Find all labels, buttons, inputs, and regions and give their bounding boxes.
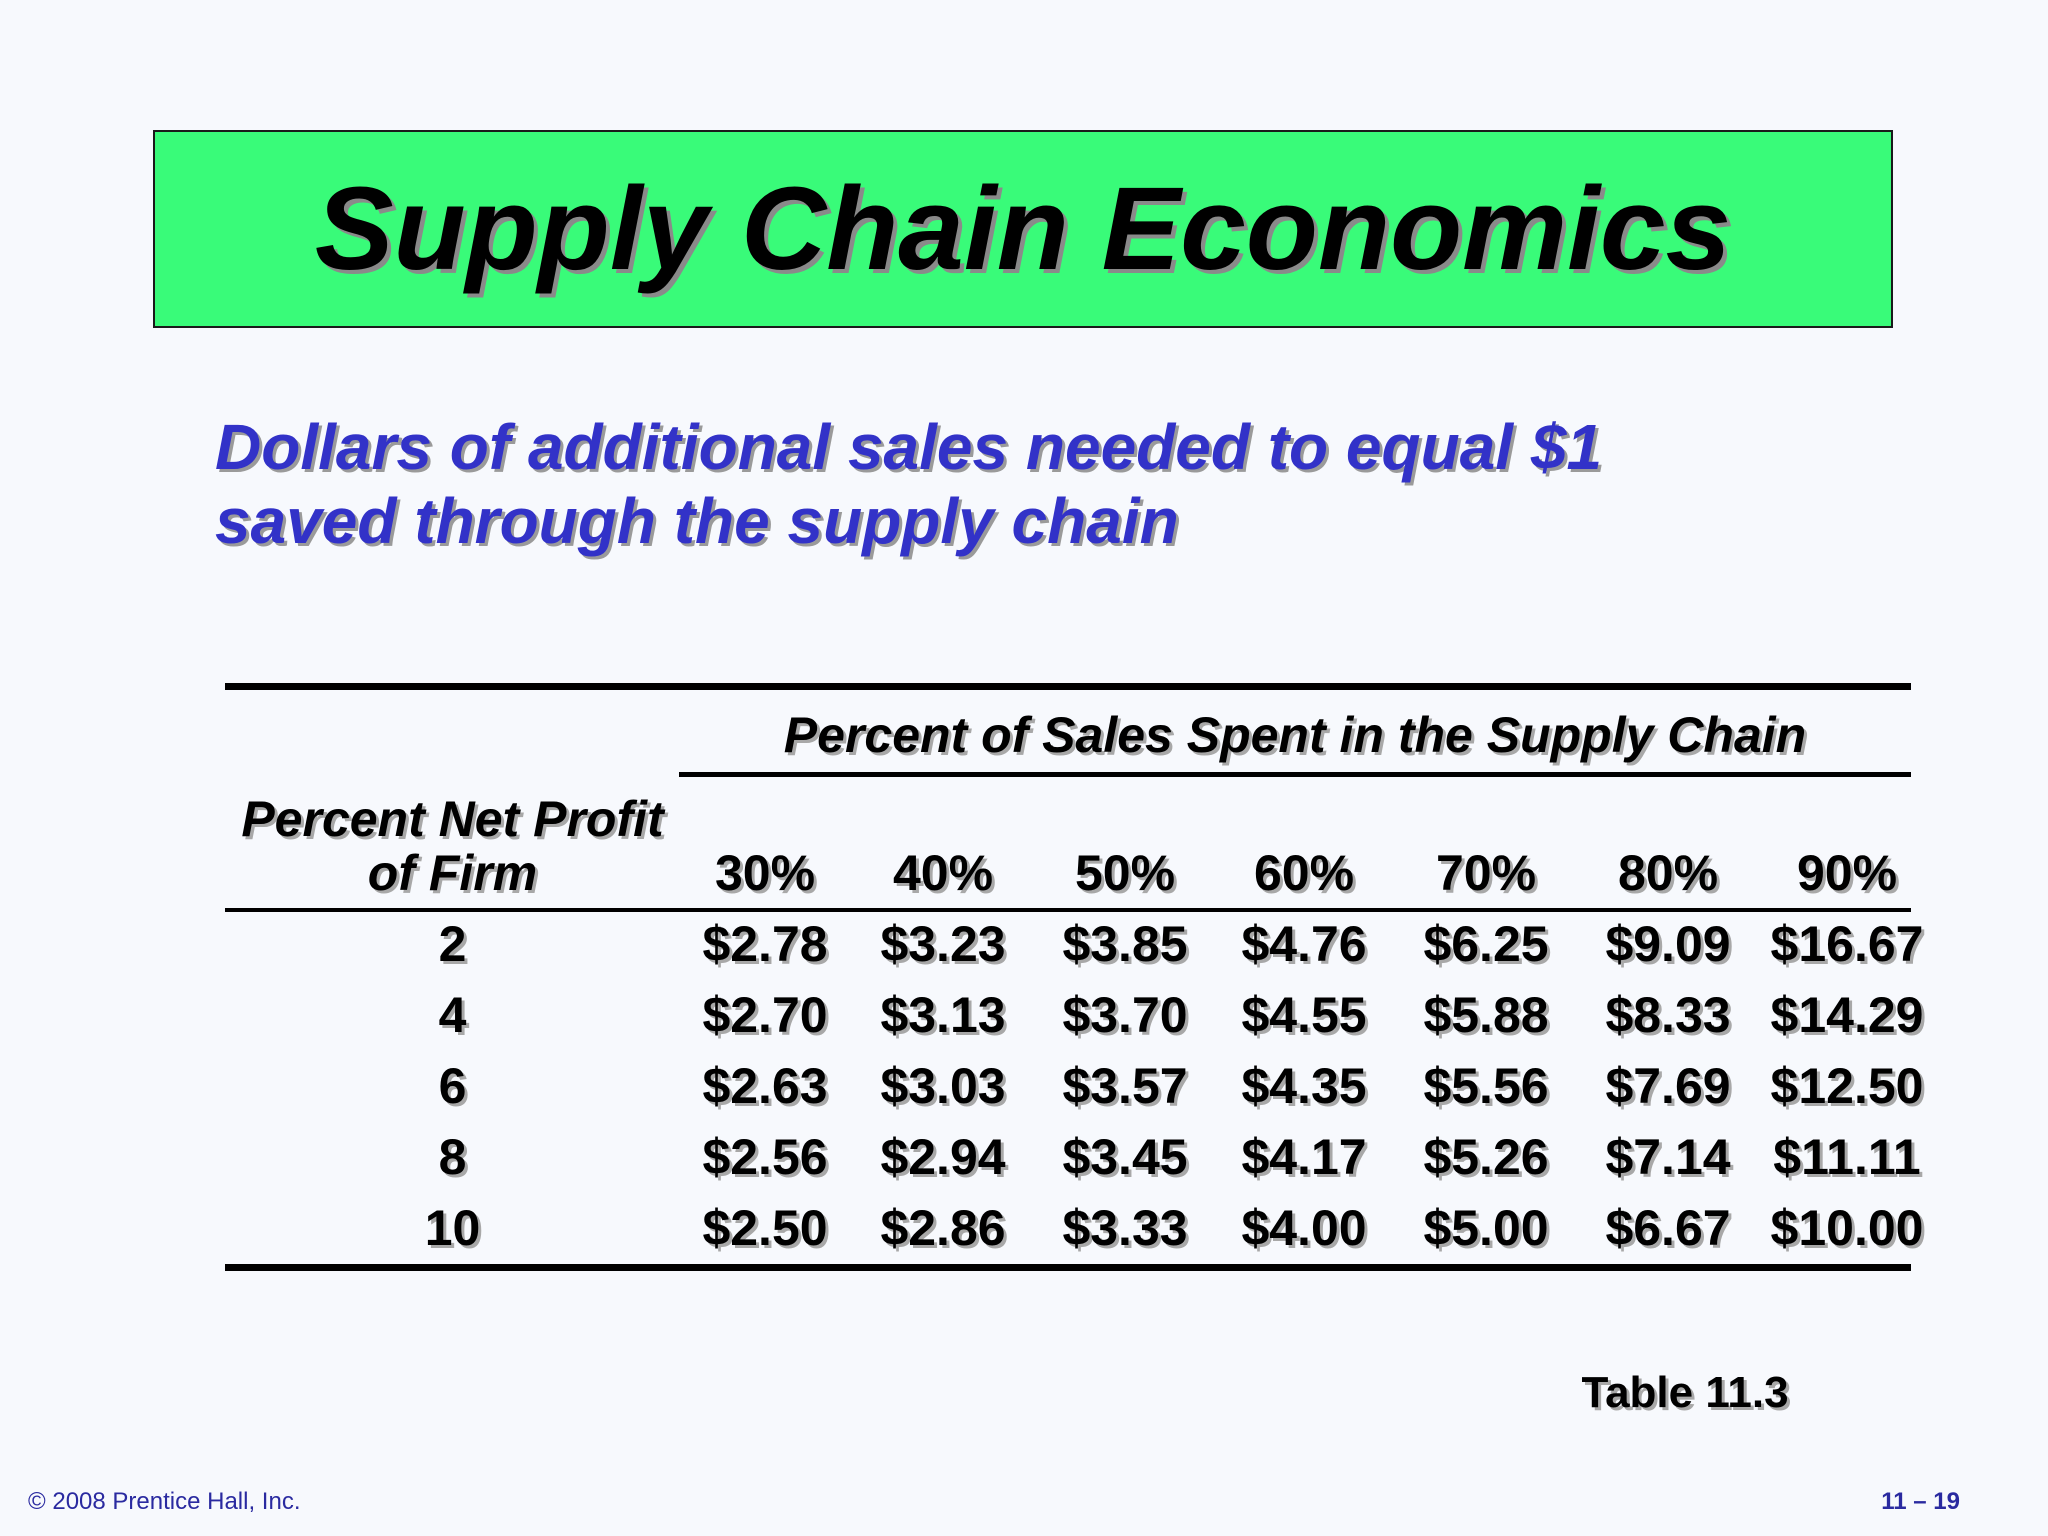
supply-chain-table: Percent of Sales Spent in the Supply Cha…: [225, 683, 1923, 1273]
column-header: 40%: [892, 845, 994, 901]
table-cell: $5.00: [1423, 1200, 1549, 1256]
table-cell: $2.78: [702, 916, 828, 972]
header-bottom-rule: [225, 908, 1911, 912]
copyright-footer: © 2008 Prentice Hall, Inc.: [28, 1488, 301, 1515]
subtitle-line-1: Dollars of additional sales needed to eq…: [215, 411, 1603, 483]
subtitle-line-2: saved through the supply chain: [215, 485, 1179, 557]
table-caption: Table 11.3: [1581, 1368, 1789, 1417]
table-cell: $12.50: [1770, 1058, 1924, 1114]
slide-subtitle: Dollars of additional sales needed to eq…: [215, 410, 1815, 558]
table-cell: $2.50: [702, 1200, 828, 1256]
row-profit: 2: [438, 916, 467, 972]
column-header: 70%: [1435, 845, 1537, 901]
column-header: 30%: [714, 845, 816, 901]
title-banner: Supply Chain Economics: [153, 130, 1893, 328]
table-cell: $2.56: [702, 1129, 828, 1185]
table-cell: $3.45: [1062, 1129, 1188, 1185]
table-cell: $5.56: [1423, 1058, 1549, 1114]
table-cell: $7.69: [1605, 1058, 1731, 1114]
table-cell: $6.25: [1423, 916, 1549, 972]
column-header: 90%: [1796, 845, 1898, 901]
slide-title: Supply Chain Economics: [314, 163, 1732, 295]
spanning-header-rule: [679, 772, 1911, 777]
page-number: 11 – 19: [1881, 1488, 1960, 1515]
table-cell: $16.67: [1770, 916, 1924, 972]
row-profit: 8: [438, 1129, 467, 1185]
table-cell: $3.70: [1062, 987, 1188, 1043]
row-profit: 4: [438, 987, 467, 1043]
table-top-rule: [225, 683, 1911, 690]
table-cell: $3.57: [1062, 1058, 1188, 1114]
table-cell: $9.09: [1605, 916, 1731, 972]
table-cell: $5.26: [1423, 1129, 1549, 1185]
table-cell: $14.29: [1770, 987, 1924, 1043]
table-cell: $3.13: [880, 987, 1006, 1043]
table-cell: $10.00: [1770, 1200, 1924, 1256]
column-header: 50%: [1074, 845, 1176, 901]
table-cell: $4.00: [1241, 1200, 1367, 1256]
table-cell: $4.76: [1241, 916, 1367, 972]
row-profit: 6: [438, 1058, 467, 1114]
table-cell: $6.67: [1605, 1200, 1731, 1256]
table-cell: $4.55: [1241, 987, 1367, 1043]
table-bottom-rule: [225, 1264, 1911, 1271]
column-header: 60%: [1253, 845, 1355, 901]
spanning-header: Percent of Sales Spent in the Supply Cha…: [783, 707, 1807, 763]
row-header-line-1: Percent Net Profit: [241, 791, 664, 847]
table-cell: $4.35: [1241, 1058, 1367, 1114]
column-header: 80%: [1617, 845, 1719, 901]
row-profit: 10: [424, 1200, 481, 1256]
table-cell: $2.63: [702, 1058, 828, 1114]
table-cell: $5.88: [1423, 987, 1549, 1043]
row-header-line-2: of Firm: [367, 845, 538, 901]
table-cell: $3.23: [880, 916, 1006, 972]
table-cell: $4.17: [1241, 1129, 1367, 1185]
table-cell: $3.33: [1062, 1200, 1188, 1256]
table-cell: $7.14: [1605, 1129, 1731, 1185]
table-cell: $3.03: [880, 1058, 1006, 1114]
table-cell: $11.11: [1773, 1129, 1921, 1185]
table-cell: $2.70: [702, 987, 828, 1043]
table-cell: $2.94: [880, 1129, 1006, 1185]
table-cell: $3.85: [1062, 916, 1188, 972]
table-cell: $8.33: [1605, 987, 1731, 1043]
table-cell: $2.86: [880, 1200, 1006, 1256]
